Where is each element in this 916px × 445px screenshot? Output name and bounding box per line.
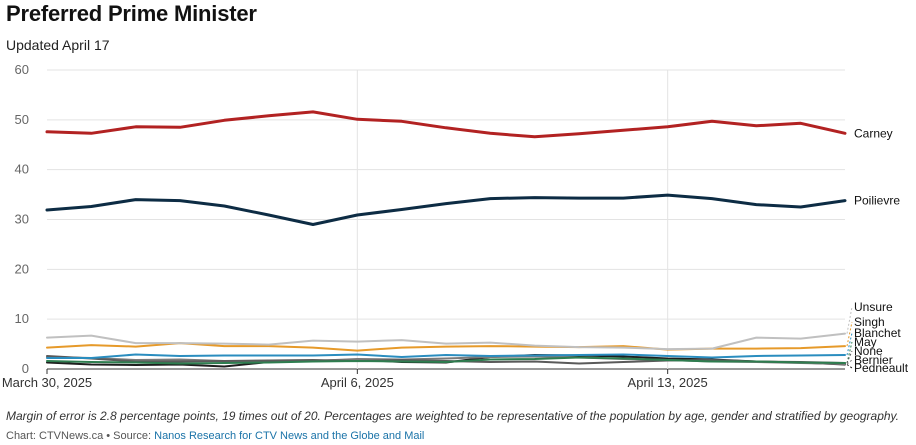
chart-title: Preferred Prime Minister xyxy=(6,1,257,26)
x-tick-label: April 6, 2025 xyxy=(321,375,394,390)
axis-labels: 0 10 20 30 40 50 60 March 30, 2025 April 6, 2025… xyxy=(2,62,708,390)
series-label-unsure: Unsure xyxy=(854,300,893,314)
series-label-singh: Singh xyxy=(854,315,885,329)
series-label-pedneault: Pedneault xyxy=(854,361,909,375)
footnote: Margin of error is 2.8 percentage points… xyxy=(6,409,900,423)
series-line-poilievre xyxy=(45,193,847,226)
series-label-may: May xyxy=(854,335,877,349)
leader-line xyxy=(846,321,853,347)
series-lines xyxy=(45,110,847,368)
series-line-unsure xyxy=(46,332,846,351)
y-tick-label: 40 xyxy=(15,162,29,177)
series-label-poilievre: Poilievre xyxy=(854,194,900,208)
series-line-carney xyxy=(45,110,847,139)
series-labels: Carney Poilievre UnsureSinghBlanchetMayNon… xyxy=(846,126,909,375)
series-label-carney: Carney xyxy=(854,126,893,140)
credit-line: Chart: CTVNews.ca • Source: Nanos Resear… xyxy=(6,430,424,442)
y-tick-label: 50 xyxy=(15,112,29,127)
x-tick-label: March 30, 2025 xyxy=(2,375,92,390)
y-tick-label: 20 xyxy=(15,261,29,276)
grid-lines xyxy=(46,69,845,374)
series-label-blanchet: Blanchet xyxy=(854,326,901,340)
series-label-bernier: Bernier xyxy=(854,353,893,367)
leader-line xyxy=(846,359,853,365)
series-label-none: None xyxy=(854,344,883,358)
y-tick-label: 10 xyxy=(15,311,29,326)
leader-line xyxy=(846,364,853,369)
x-tick-label: April 13, 2025 xyxy=(628,375,708,390)
y-tick-label: 60 xyxy=(15,62,29,77)
source-link[interactable]: Nanos Research for CTV News and the Glob… xyxy=(154,430,425,442)
y-tick-label: 30 xyxy=(15,212,29,227)
leader-line xyxy=(846,306,853,334)
series-line-blanchet xyxy=(46,353,846,359)
leader-line xyxy=(846,341,853,364)
y-tick-label: 0 xyxy=(22,361,29,376)
chart-subtitle: Updated April 17 xyxy=(6,37,110,53)
credit-prefix: Chart: CTVNews.ca • Source: xyxy=(6,430,155,442)
series-line-may xyxy=(46,356,846,365)
